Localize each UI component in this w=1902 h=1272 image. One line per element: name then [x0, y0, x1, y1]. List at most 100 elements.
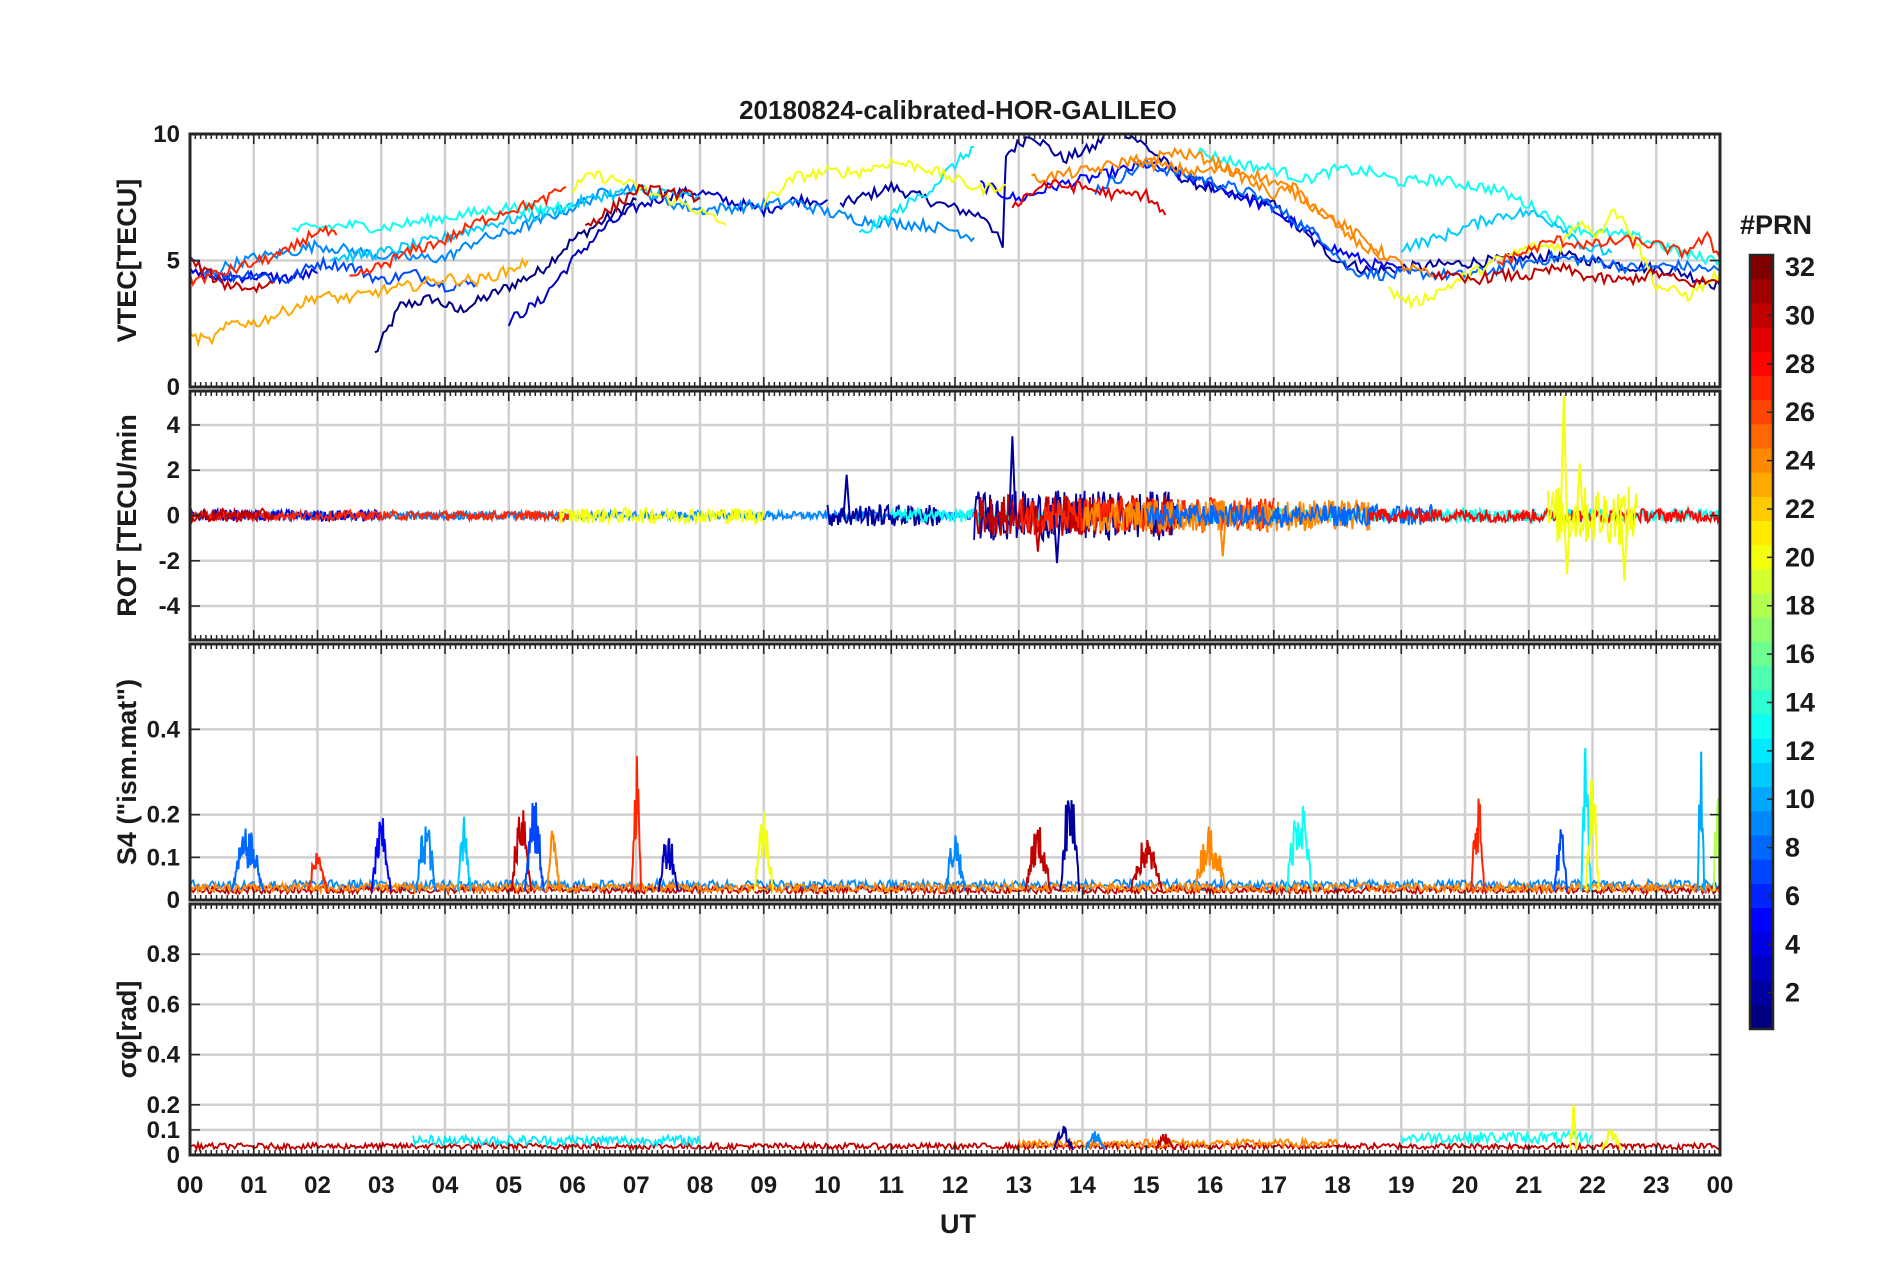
burst-prn-7 [523, 802, 545, 892]
burst-prn-2 [1052, 1125, 1074, 1151]
x-tick-label: 17 [1260, 1172, 1287, 1199]
colorbar-band [1750, 811, 1773, 837]
minor-ticks [189, 134, 1721, 387]
colorbar-tick-label: 14 [1785, 687, 1815, 717]
colorbar-band [1750, 980, 1773, 1006]
colorbar-tick-label: 26 [1785, 397, 1815, 427]
rot-spike-prn-20 [1563, 515, 1571, 575]
rot-trace-prn-28 [1368, 505, 1720, 526]
baseline-prn-24 [190, 879, 1720, 896]
burst-prn-13 [1285, 805, 1313, 892]
y-axis-label-sigma: σφ[rad] [112, 981, 142, 1079]
colorbar-band [1750, 569, 1773, 595]
y-axis-label-rot: ROT [TECU/min [112, 414, 142, 617]
x-tick-label: 14 [1069, 1172, 1096, 1199]
series-line-prn-30 [190, 256, 274, 294]
colorbar-band [1750, 642, 1773, 667]
x-tick-label: 00 [177, 1172, 204, 1199]
minor-ticks [189, 644, 1721, 900]
y-tick-label: 0.1 [147, 844, 180, 871]
series-line-prn-23 [190, 256, 529, 348]
y-axis-label-s4: S4 ("ism.mat") [112, 679, 142, 865]
rot-spike-prn-30 [1033, 515, 1042, 552]
x-tick-label: 20 [1452, 1172, 1479, 1199]
series-line-prn-27 [1496, 230, 1720, 267]
colorbar-band [1750, 448, 1773, 474]
x-axis-label: UT [940, 1209, 976, 1239]
colorbar-frame [1748, 253, 1775, 1031]
rot-spike-prn-2 [842, 474, 851, 516]
panel-sigma: 00.10.2 0.4 0.6 0.8σφ[rad] [112, 902, 1722, 1169]
colorbar-band [1750, 956, 1773, 982]
colorbar-band [1750, 303, 1773, 329]
x-axis: 00 01 02 03 04 05 06 07 08 09 10 11 12 13 14 15 16 17 18 19… [177, 1172, 1734, 1199]
colorbar-band [1750, 617, 1773, 643]
colorbar-band [1750, 545, 1773, 571]
colorbar-tick-label: 20 [1785, 542, 1815, 572]
series-line-prn-20 [762, 157, 1007, 206]
x-tick-label: 01 [240, 1172, 267, 1199]
x-tick-label: 15 [1133, 1172, 1160, 1199]
x-tick-label: 07 [623, 1172, 650, 1199]
colorbar-tick-label: 32 [1785, 252, 1815, 282]
burst-prn-24 [1193, 826, 1227, 892]
burst-prn-5 [370, 818, 392, 892]
x-tick-label: 04 [432, 1172, 459, 1199]
burst-prn-20 [753, 811, 775, 892]
y-tick-label: 0 [167, 374, 180, 401]
rot-trace-prn-2 [826, 503, 943, 527]
colorbar-band [1750, 593, 1773, 619]
y-tick-label: -4 [159, 593, 181, 620]
colorbar-tick-label: 30 [1785, 300, 1815, 330]
colorbar-tick-label: 6 [1785, 881, 1800, 911]
x-tick-label: 05 [495, 1172, 522, 1199]
colorbar-label: #PRN [1740, 210, 1812, 240]
x-tick-label: 23 [1643, 1172, 1670, 1199]
chart-title: 20180824-calibrated-HOR-GALILEO [739, 95, 1177, 125]
colorbar-band [1750, 327, 1773, 353]
y-tick-label: 0.8 [147, 941, 180, 968]
colorbar-tick-label: 18 [1785, 591, 1815, 621]
rot-trace-prn-20 [1547, 486, 1638, 546]
series-line-prn-27 [349, 186, 567, 277]
burst-prn-9 [415, 826, 437, 892]
burst-prn-9 [944, 835, 966, 892]
colorbar-band [1750, 472, 1773, 498]
series-line-prn-30 [584, 183, 701, 227]
series-line-prn-24 [1132, 146, 1390, 262]
x-tick-label: 09 [750, 1172, 777, 1199]
x-tick-label: 11 [879, 1172, 904, 1199]
colorbar-band [1750, 496, 1773, 522]
x-tick-label: 16 [1197, 1172, 1224, 1199]
y-tick-label: 0.2 [147, 802, 180, 829]
rot-spike-prn-2 [1053, 515, 1061, 564]
y-tick-label: 0.4 [147, 716, 181, 743]
burst-prn-2 [1059, 800, 1081, 892]
y-tick-label: 5 [167, 248, 180, 275]
rot-spike-prn-20 [1575, 463, 1584, 516]
burst-prn-7 [1553, 829, 1568, 892]
colorbar-band [1750, 351, 1773, 377]
colorbar-band [1750, 400, 1773, 425]
colorbar-band [1750, 1004, 1773, 1030]
panel-vtec: 0 5 10 VTEC[TECU] [112, 121, 1722, 401]
series-line-prn-9 [202, 183, 975, 277]
colorbar-tick-label: 2 [1785, 978, 1800, 1008]
x-tick-label: 12 [942, 1172, 969, 1199]
burst-prn-30 [1129, 839, 1164, 892]
x-tick-label: 08 [687, 1172, 714, 1199]
x-tick-label: 06 [559, 1172, 586, 1199]
colorbar-band [1750, 375, 1773, 401]
series-line-prn-20 [1387, 208, 1720, 310]
colorbar-band [1750, 690, 1773, 716]
colorbar-band [1750, 666, 1773, 691]
y-tick-label: 0 [167, 1142, 180, 1169]
series-line-prn-1 [374, 196, 637, 354]
burst-prn-3 [657, 838, 679, 892]
burst-prn-30 [1154, 1133, 1176, 1151]
burst-prn-11 [456, 816, 472, 892]
x-tick-label: 22 [1579, 1172, 1606, 1199]
series-line-prn-24 [1031, 153, 1434, 278]
burst-prn-20 [1585, 779, 1600, 892]
